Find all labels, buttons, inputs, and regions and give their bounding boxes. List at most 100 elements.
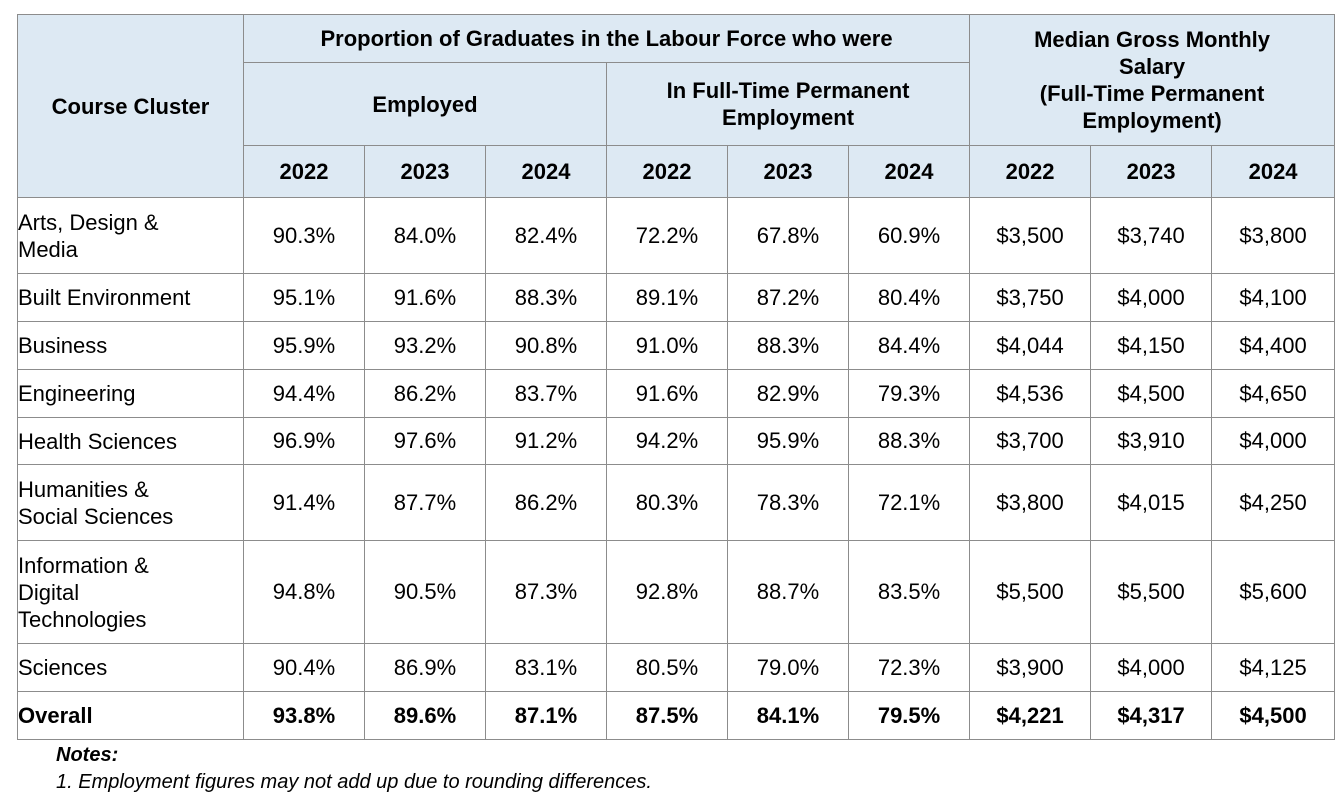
ftpe-cell: 88.3%	[847, 417, 971, 465]
table-row: Business 95.9% 93.2% 90.8% 91.0% 88.3% 84.4% $4…	[17, 321, 1336, 370]
course-cluster-name-line: Sciences	[18, 655, 108, 680]
course-cluster-name: Overall	[17, 691, 244, 740]
salary-cell: $4,000	[1211, 417, 1336, 465]
ftpe-cell: 82.9%	[727, 369, 849, 418]
year-header: 2023	[364, 145, 486, 198]
salary-cell: $4,500	[1090, 369, 1213, 418]
ftpe-cell: 80.3%	[606, 464, 728, 541]
salary-cell: $5,500	[969, 540, 1092, 644]
year-header: 2024	[847, 145, 971, 198]
salary-cell: $4,400	[1211, 321, 1336, 370]
course-cluster-name: Health Sciences	[17, 417, 244, 465]
employed-cell: 91.6%	[364, 273, 486, 322]
salary-cell: $3,500	[969, 197, 1092, 274]
course-cluster-header: Course Cluster	[17, 14, 244, 198]
ftpe-cell: 88.7%	[727, 540, 849, 644]
proportion-group-header: Proportion of Graduates in the Labour Fo…	[242, 14, 971, 63]
salary-cell: $4,221	[969, 691, 1092, 740]
ftpe-cell: 72.3%	[847, 643, 971, 692]
employed-cell: 87.3%	[485, 540, 607, 644]
course-cluster-name: Business	[17, 321, 244, 370]
employed-cell: 91.2%	[485, 417, 607, 465]
ftpe-cell: 72.2%	[606, 197, 728, 274]
salary-cell: $4,000	[1090, 273, 1213, 322]
employed-cell: 84.0%	[364, 197, 486, 274]
table-row: Engineering 94.4% 86.2% 83.7% 91.6% 82.9% 79.3…	[17, 369, 1336, 418]
ftpe-cell: 94.2%	[606, 417, 728, 465]
ftpe-cell: 95.9%	[727, 417, 849, 465]
course-cluster-name-line: Overall	[18, 703, 93, 728]
salary-group-header: Median Gross Monthly Salary (Full-Time P…	[969, 14, 1336, 146]
employed-cell: 90.3%	[243, 197, 365, 274]
course-cluster-name-line: Digital	[18, 579, 80, 605]
table-row: Arts, Design & Media 90.3% 84.0% 82.4% 72.2% 6…	[17, 197, 1336, 274]
employed-cell: 90.4%	[243, 643, 365, 692]
salary-cell: $3,900	[969, 643, 1092, 692]
ftpe-cell: 79.3%	[847, 369, 971, 418]
ftpe-cell: 92.8%	[606, 540, 728, 644]
ftpe-header-line: In Full-Time Permanent	[666, 78, 910, 103]
table-row: Built Environment 95.1% 91.6% 88.3% 89.1% 87.…	[17, 273, 1336, 322]
course-cluster-name: Humanities & Social Sciences	[17, 464, 244, 541]
salary-cell: $4,500	[1211, 691, 1336, 740]
year-header: 2023	[727, 145, 849, 198]
ftpe-cell: 79.5%	[847, 691, 971, 740]
year-header: 2023	[1090, 145, 1213, 198]
salary-cell: $3,800	[969, 464, 1092, 541]
course-cluster-name-line: Arts, Design &	[18, 209, 159, 235]
employed-cell: 94.4%	[243, 369, 365, 418]
ftpe-cell: 79.0%	[727, 643, 849, 692]
employed-cell: 95.1%	[243, 273, 365, 322]
ftpe-header: In Full-Time Permanent Employment	[605, 62, 971, 146]
course-cluster-name-line: Information &	[18, 552, 149, 578]
ftpe-cell: 83.5%	[847, 540, 971, 644]
ftpe-header-line: Employment	[722, 105, 855, 130]
ftpe-cell: 60.9%	[847, 197, 971, 274]
ftpe-cell: 89.1%	[606, 273, 728, 322]
ftpe-cell: 80.5%	[606, 643, 728, 692]
table-wrapper: Course Cluster Proportion of Graduates i…	[17, 14, 1336, 740]
salary-cell: $4,125	[1211, 643, 1336, 692]
course-cluster-name: Arts, Design & Media	[17, 197, 244, 274]
notes-line: 1. Employment figures may not add up due…	[56, 771, 652, 793]
employed-cell: 86.2%	[485, 464, 607, 541]
salary-cell: $3,750	[969, 273, 1092, 322]
ftpe-cell: 91.6%	[606, 369, 728, 418]
employed-cell: 83.1%	[485, 643, 607, 692]
salary-cell: $3,740	[1090, 197, 1213, 274]
salary-cell: $4,317	[1090, 691, 1213, 740]
employed-cell: 96.9%	[243, 417, 365, 465]
course-cluster-name: Information & Digital Technologies	[17, 540, 244, 644]
salary-cell: $4,100	[1211, 273, 1336, 322]
table-row: Humanities & Social Sciences 91.4% 87.7% 86.…	[17, 464, 1336, 541]
salary-header-line: (Full-Time Permanent	[1039, 81, 1265, 106]
employed-cell: 86.2%	[364, 369, 486, 418]
employed-cell: 91.4%	[243, 464, 365, 541]
employed-cell: 86.9%	[364, 643, 486, 692]
employed-cell: 93.2%	[364, 321, 486, 370]
course-cluster-name: Engineering	[17, 369, 244, 418]
year-header: 2022	[606, 145, 728, 198]
salary-cell: $4,015	[1090, 464, 1213, 541]
notes-title: Notes:	[56, 744, 119, 766]
course-cluster-name-line: Media	[18, 236, 78, 262]
ftpe-cell: 84.1%	[727, 691, 849, 740]
ftpe-cell: 80.4%	[847, 273, 971, 322]
salary-cell: $5,600	[1211, 540, 1336, 644]
table-row: Sciences 90.4% 86.9% 83.1% 80.5% 79.0% 72.3% $3…	[17, 643, 1336, 692]
ftpe-cell: 84.4%	[847, 321, 971, 370]
salary-cell: $4,650	[1211, 369, 1336, 418]
salary-cell: $4,536	[969, 369, 1092, 418]
course-cluster-name: Built Environment	[17, 273, 244, 322]
employed-cell: 90.5%	[364, 540, 486, 644]
salary-header-line: Median Gross Monthly	[1034, 27, 1271, 52]
ftpe-cell: 88.3%	[727, 321, 849, 370]
salary-cell: $4,150	[1090, 321, 1213, 370]
employed-cell: 87.1%	[485, 691, 607, 740]
course-cluster-name-line: Technologies	[18, 606, 147, 632]
ftpe-cell: 72.1%	[847, 464, 971, 541]
table-row: Information & Digital Technologies 94.8% 90.…	[17, 540, 1336, 644]
year-header: 2022	[969, 145, 1092, 198]
employed-cell: 95.9%	[243, 321, 365, 370]
employed-cell: 90.8%	[485, 321, 607, 370]
